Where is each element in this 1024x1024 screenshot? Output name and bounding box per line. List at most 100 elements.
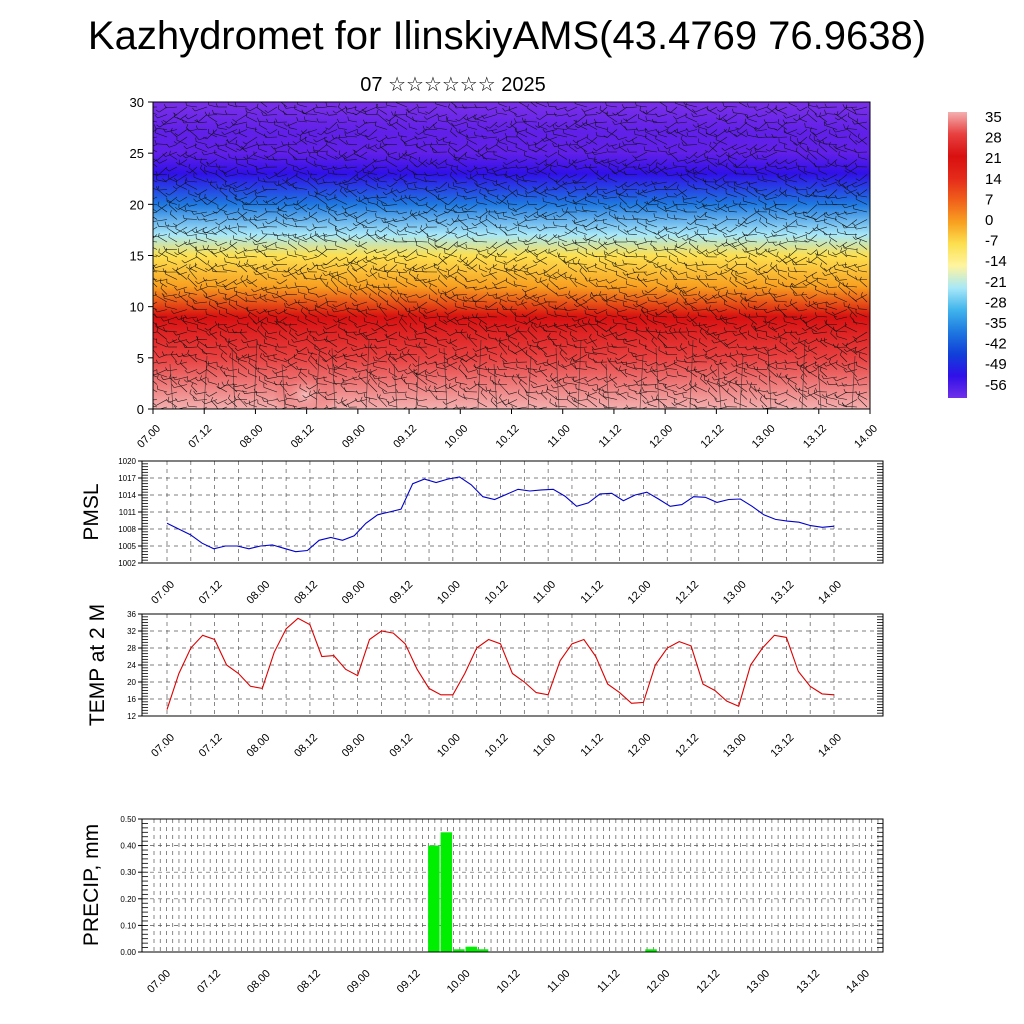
wind-barb-flag: [514, 253, 519, 257]
wind-barb-flag: [412, 306, 417, 310]
wind-barb: [594, 160, 608, 168]
wind-barb-flag: [288, 233, 290, 238]
wind-barb-flag: [492, 282, 496, 286]
wind-barb-flag: [838, 151, 840, 156]
wind-barb-flag: [455, 275, 457, 280]
wind-barb: [628, 351, 638, 355]
wind-barb: [807, 149, 818, 153]
wind-barb-flag: [187, 273, 190, 278]
wind-barb-flag: [682, 195, 685, 200]
wind-barb: [568, 294, 578, 299]
wind-barb-flag: [507, 335, 510, 340]
wind-barb-flag: [403, 180, 407, 185]
wind-barb-flag: [566, 174, 570, 178]
wind-barb: [358, 354, 368, 358]
wind-barb: [707, 109, 718, 115]
wind-barb-flag: [556, 179, 558, 184]
wind-barb: [568, 294, 578, 303]
wind-barb: [380, 226, 388, 233]
wind-barb: [816, 219, 828, 223]
wind-barb: [789, 346, 798, 353]
wind-barb-flag: [264, 252, 266, 257]
wind-barb-flag: [338, 333, 340, 338]
wind-barb: [844, 204, 858, 209]
wind-barb-flag: [835, 161, 837, 166]
wind-barb: [466, 189, 478, 194]
wind-barb-flag: [417, 303, 419, 308]
wind-barb-flag: [626, 280, 628, 285]
wind-barb: [768, 326, 778, 333]
wind-barb: [415, 264, 428, 271]
wind-barb: [527, 226, 538, 229]
wind-barb-flag: [816, 200, 819, 205]
wind-barb-flag: [168, 201, 171, 206]
wind-barb: [217, 301, 228, 305]
wind-barb-flag: [844, 230, 847, 235]
wind-barb-flag: [815, 243, 820, 247]
wind-barb-flag: [529, 344, 532, 349]
wind-barb: [475, 114, 488, 120]
wind-barb: [666, 204, 678, 210]
wind-barb-flag: [204, 111, 208, 116]
wind-barb: [413, 120, 428, 123]
wind-barb-flag: [772, 242, 776, 246]
wind-barb-flag: [742, 170, 745, 174]
wind-barb-flag: [208, 102, 210, 106]
wind-barb: [834, 330, 848, 333]
wind-barb-flag: [665, 350, 668, 355]
wind-barb-flag: [175, 316, 179, 320]
wind-barb: [475, 306, 488, 310]
wind-barb-flag: [796, 220, 798, 225]
wind-barb: [737, 131, 748, 138]
wind-barb: [310, 264, 318, 271]
wind-barb: [794, 316, 808, 321]
wind-barb-flag: [615, 357, 619, 361]
wind-barb-flag: [639, 313, 642, 318]
wind-barb: [236, 358, 248, 363]
wind-barb-flag: [768, 288, 771, 292]
wind-barb-flag: [742, 231, 745, 236]
wind-barb-flag: [832, 252, 836, 256]
wind-barb-flag: [395, 276, 398, 281]
wind-barb: [159, 121, 168, 128]
wind-barb: [527, 172, 538, 175]
wind-barb-flag: [542, 362, 546, 367]
wind-barb-flag: [471, 314, 475, 319]
wind-barb-flag: [362, 168, 364, 173]
wind-barb-flag: [159, 278, 162, 283]
wind-barb-flag: [663, 165, 667, 170]
wind-barb-flag: [857, 266, 859, 271]
wind-barb-flag: [205, 310, 207, 315]
wind-barb-flag: [659, 98, 660, 102]
wind-barb-flag: [785, 222, 788, 227]
wind-barb: [285, 324, 298, 326]
wind-barb: [249, 196, 258, 205]
wind-barb-flag: [315, 192, 317, 197]
wind-barb: [153, 136, 158, 138]
wind-barb-flag: [224, 338, 228, 343]
wind-barb-flag: [266, 155, 269, 160]
wind-barb: [645, 181, 658, 187]
wind-barb-flag: [158, 232, 160, 237]
wind-barb: [638, 117, 648, 123]
wind-barb-flag: [842, 184, 846, 188]
wind-barb: [466, 286, 478, 289]
wind-barb-flag: [355, 125, 360, 128]
wind-barb: [840, 251, 848, 258]
wind-barb: [476, 181, 488, 186]
wind-barb-flag: [143, 133, 146, 136]
wind-barb: [259, 125, 268, 130]
wind-barb: [395, 196, 408, 202]
wind-barb-flag: [457, 214, 460, 219]
wind-barb-flag: [589, 333, 592, 338]
wind-barb: [757, 294, 768, 296]
wind-barb: [414, 211, 428, 217]
wind-barb-flag: [363, 195, 366, 199]
wind-barb: [608, 330, 618, 340]
wind-barb-flag: [741, 352, 744, 357]
wind-barb-flag: [544, 250, 548, 254]
wind-barb: [838, 286, 848, 295]
wind-barb: [265, 196, 278, 204]
wind-barb: [460, 332, 468, 340]
wind-barb-flag: [553, 221, 555, 226]
